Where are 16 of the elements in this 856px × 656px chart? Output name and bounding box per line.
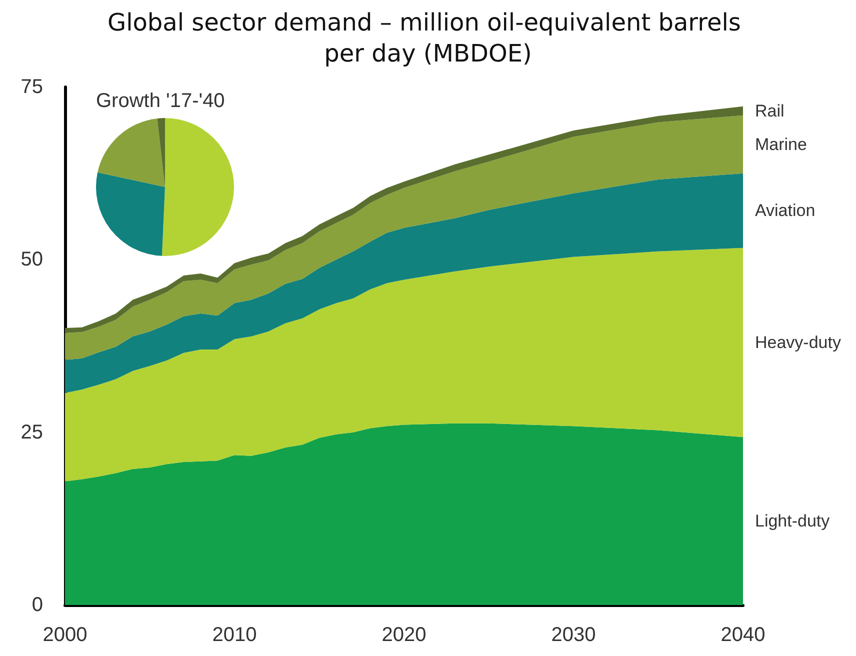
series-label: Light-duty bbox=[755, 512, 830, 531]
x-tick-label: 2030 bbox=[551, 624, 596, 646]
x-tick-label: 2000 bbox=[42, 624, 88, 646]
y-tick-label: 75 bbox=[20, 76, 43, 98]
series-label: Heavy-duty bbox=[755, 333, 842, 352]
y-tick-label: 0 bbox=[32, 594, 43, 616]
x-tick-label: 2010 bbox=[212, 624, 257, 646]
y-tick-label: 50 bbox=[20, 248, 43, 271]
chart-title: Global sector demand – million oil-equivalent barrels per day (MBDOE) bbox=[107, 8, 749, 68]
series-label: Aviation bbox=[755, 201, 816, 220]
series-label: Marine bbox=[755, 134, 807, 154]
chart-title: Growth '17-'40 bbox=[96, 90, 225, 112]
x-tick-label: 2020 bbox=[382, 624, 426, 646]
y-tick-label: 25 bbox=[20, 421, 43, 444]
series-label: Rail bbox=[755, 101, 784, 120]
x-tick-label: 2040 bbox=[720, 624, 766, 646]
